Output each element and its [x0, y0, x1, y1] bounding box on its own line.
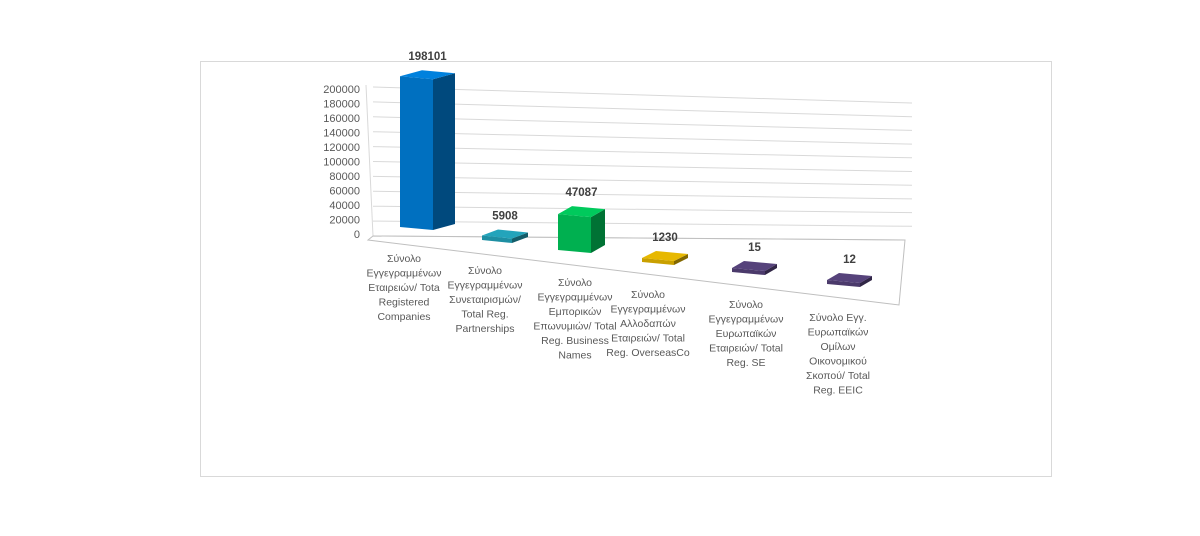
y-axis-ticks: 0 20000 40000 60000 80000 100000 120000 140000 1… — [323, 84, 360, 241]
y-tick-label: 20000 — [329, 215, 360, 227]
value-label: 12 — [843, 254, 856, 266]
y-tick-label: 120000 — [323, 142, 360, 154]
bar — [482, 229, 528, 243]
y-tick-label: 80000 — [329, 171, 360, 183]
y-tick-label: 60000 — [329, 186, 360, 198]
value-labels: 198101 5908 47087 1230 15 12 — [408, 51, 856, 266]
value-label: 5908 — [492, 211, 518, 223]
y-tick-label: 140000 — [323, 128, 360, 140]
category-label: Σύνολο Εγγ. Ευρωπαϊκών Ομίλων Οικονομικού Σκ… — [806, 312, 870, 397]
y-tick-label: 160000 — [323, 113, 360, 125]
category-label: Σύνολο Εγγεγραμμένων Ευρωπαϊκών Εταιρειών/ … — [709, 299, 784, 369]
value-label: 47087 — [566, 187, 598, 199]
bar — [732, 261, 777, 275]
bars — [400, 70, 872, 287]
bar — [400, 70, 455, 230]
category-label: Σύνολο Εγγεγραμμένων Εταιρειών/ Tota Regist… — [367, 253, 442, 323]
bar — [558, 206, 605, 253]
bar — [642, 251, 688, 265]
y-tick-label: 180000 — [323, 99, 360, 111]
y-tick-label: 0 — [354, 229, 360, 241]
y-tick-label: 100000 — [323, 157, 360, 169]
bar — [827, 273, 872, 287]
y-tick-label: 200000 — [323, 84, 360, 96]
category-label: Σύνολο Εγγεγραμμένων Εμπορικών Επωνυμιών/ T… — [533, 277, 616, 362]
category-labels: Σύνολο Εγγεγραμμένων Εταιρειών/ Tota Regist… — [367, 253, 870, 397]
value-label: 1230 — [652, 232, 678, 244]
category-label: Σύνολο Εγγεγραμμένων Αλλοδαπών Εταιρειών/ T… — [606, 289, 690, 359]
category-label: Σύνολο Εγγεγραμμένων Συνεταιρισμών/Total R… — [448, 265, 523, 335]
chart-floor — [366, 235, 906, 306]
y-tick-label: 40000 — [329, 200, 360, 212]
value-label: 15 — [748, 242, 761, 254]
value-label: 198101 — [408, 51, 447, 63]
